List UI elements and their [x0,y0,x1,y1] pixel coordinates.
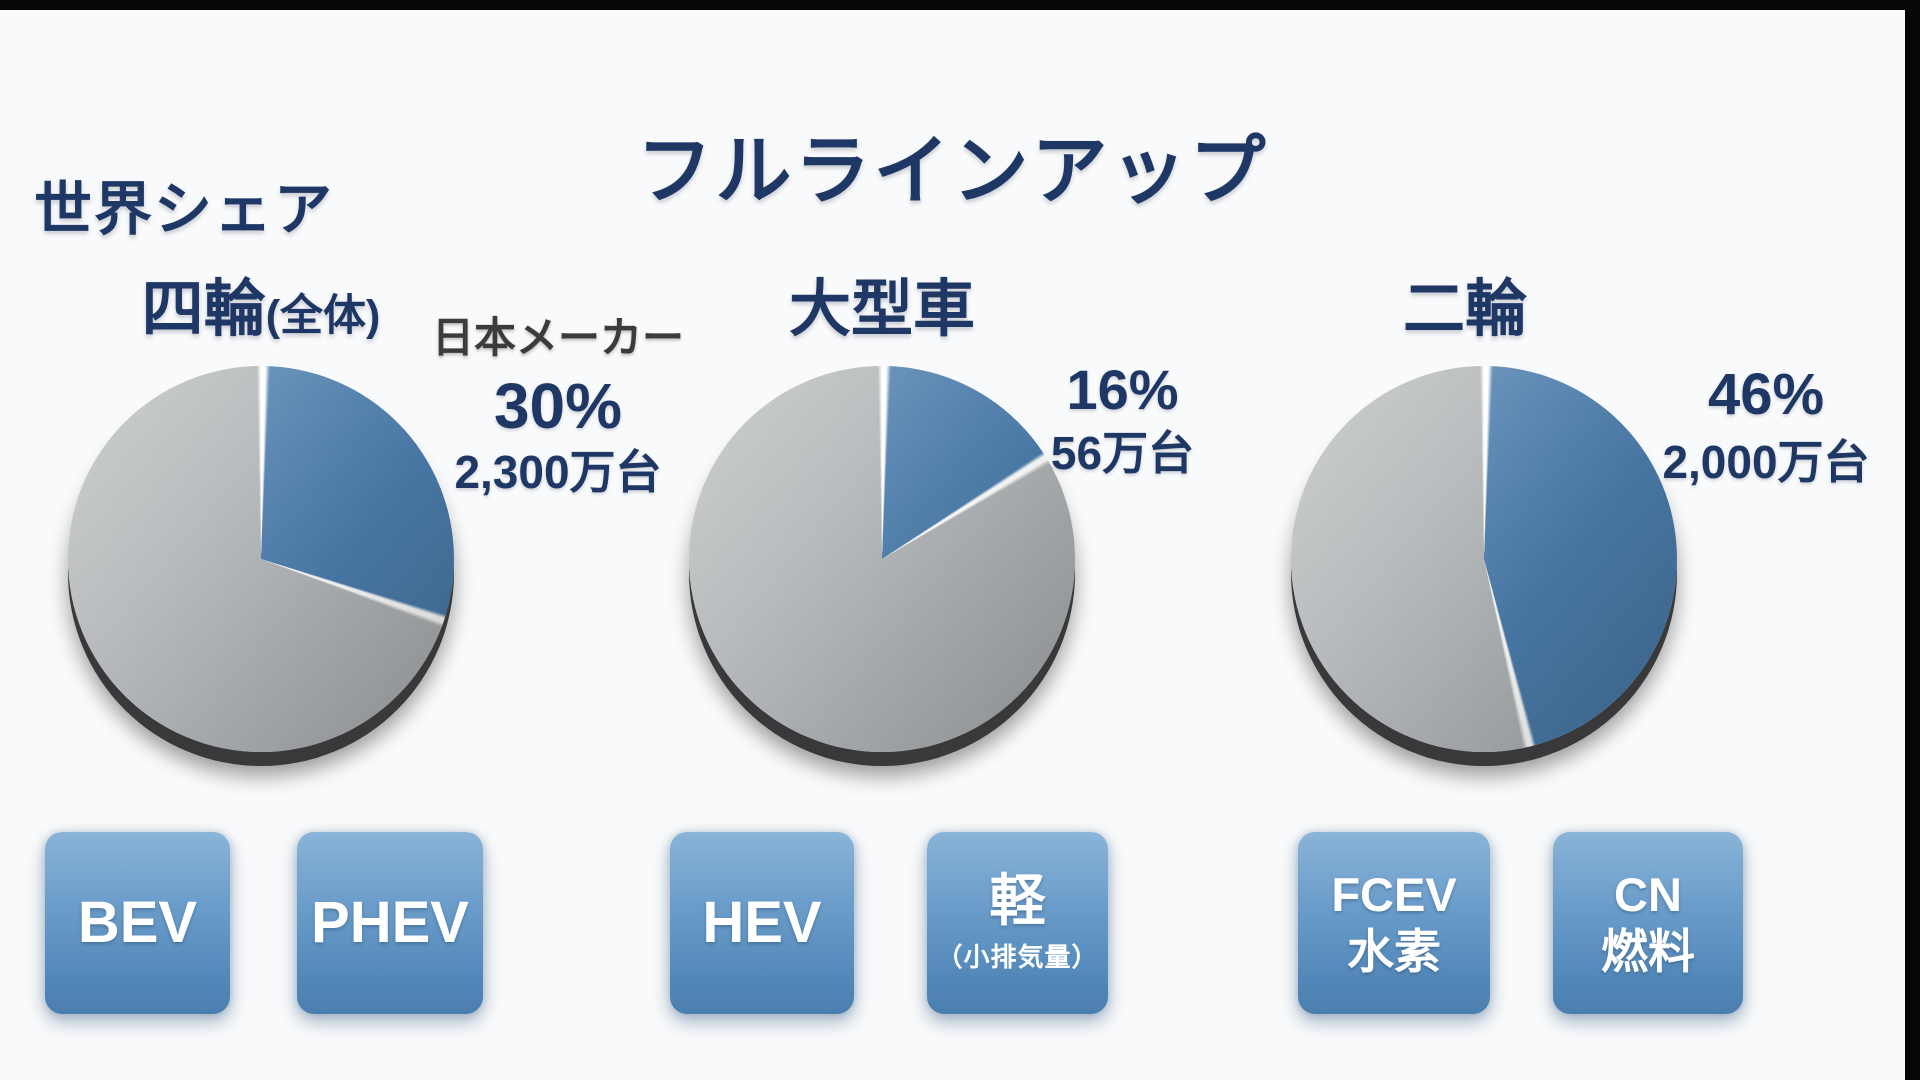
badge-label: CN [1614,867,1682,921]
badge-phev: PHEV [297,832,483,1014]
annotation-percent: 16% [1066,358,1179,421]
video-letterbox-top [0,0,1920,10]
badge-label-line2: 水素 [1347,925,1441,978]
annotation-volume: 2,300万台 [454,446,662,499]
chart-title-heavy-vehicle: 大型車 [689,275,1075,344]
pie-chart-heavy-vehicle [689,366,1075,752]
video-letterbox-right [1905,0,1920,1080]
badge-label-line2: 燃料 [1601,925,1695,978]
badge-label: FCEV [1331,867,1457,921]
badge-label: BEV [77,889,198,955]
annotation-percent: 46% [1707,362,1825,427]
badge-label: 軽 [989,869,1046,933]
pie-chart-four-wheel [68,366,454,752]
chart-title-note: (全体) [265,292,381,340]
chart-title-two-wheel: 二輪 [1272,275,1658,344]
annotation-volume: 56万台 [1050,427,1195,480]
badge-sublabel: （小排気量） [936,941,1099,972]
annotation-percent: 30% [493,370,623,442]
badge-label: PHEV [311,889,469,955]
chart-title-main: 二輪 [1402,275,1527,344]
badge-kei: 軽 （小排気量） [927,832,1108,1014]
annotation-maker-label: 日本メーカー [431,314,684,361]
annotation-four-wheel: 日本メーカー 30% 2,300万台 [408,312,708,499]
page-title: フルラインアップ [636,128,1269,214]
annotation-volume: 2,000万台 [1662,435,1870,488]
badge-fcev-hydrogen: FCEV 水素 [1298,832,1490,1014]
chart-title-main: 四輪 [141,275,266,344]
badge-cn-fuel: CN 燃料 [1553,832,1743,1014]
badge-hev: HEV [670,832,854,1014]
chart-title-four-wheel: 四輪(全体) [68,275,454,344]
chart-title-main: 大型車 [788,275,975,344]
pie-chart-two-wheel [1291,366,1677,752]
section-label: 世界シェア [34,177,335,242]
annotation-two-wheel: 46% 2,000万台 [1630,362,1902,489]
annotation-heavy-vehicle: 16% 56万台 [995,358,1250,481]
badge-bev: BEV [45,832,230,1014]
badge-label: HEV [702,889,822,955]
